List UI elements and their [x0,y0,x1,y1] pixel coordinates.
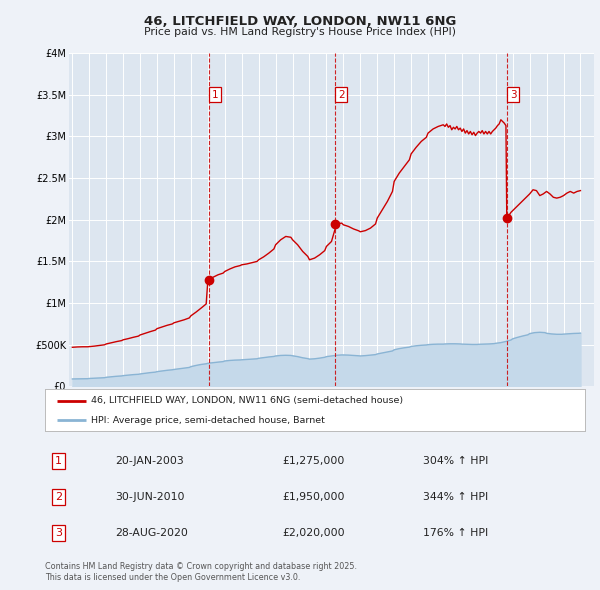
Text: 3: 3 [55,529,62,538]
Text: 30-JUN-2010: 30-JUN-2010 [115,492,185,502]
Text: 2: 2 [338,90,344,100]
Text: 46, LITCHFIELD WAY, LONDON, NW11 6NG: 46, LITCHFIELD WAY, LONDON, NW11 6NG [144,15,456,28]
Text: 1: 1 [212,90,218,100]
Text: 20-JAN-2003: 20-JAN-2003 [115,456,184,466]
Text: 1: 1 [55,456,62,466]
Text: Contains HM Land Registry data © Crown copyright and database right 2025.
This d: Contains HM Land Registry data © Crown c… [45,562,357,582]
Text: £1,275,000: £1,275,000 [283,456,345,466]
Text: 304% ↑ HPI: 304% ↑ HPI [423,456,488,466]
Text: 2: 2 [55,492,62,502]
Text: 46, LITCHFIELD WAY, LONDON, NW11 6NG (semi-detached house): 46, LITCHFIELD WAY, LONDON, NW11 6NG (se… [91,396,403,405]
Text: HPI: Average price, semi-detached house, Barnet: HPI: Average price, semi-detached house,… [91,416,325,425]
Text: 3: 3 [510,90,517,100]
Text: 344% ↑ HPI: 344% ↑ HPI [423,492,488,502]
Text: £2,020,000: £2,020,000 [283,529,345,538]
Text: £1,950,000: £1,950,000 [283,492,345,502]
Text: 28-AUG-2020: 28-AUG-2020 [115,529,188,538]
Text: Price paid vs. HM Land Registry's House Price Index (HPI): Price paid vs. HM Land Registry's House … [144,27,456,37]
Text: 176% ↑ HPI: 176% ↑ HPI [423,529,488,538]
